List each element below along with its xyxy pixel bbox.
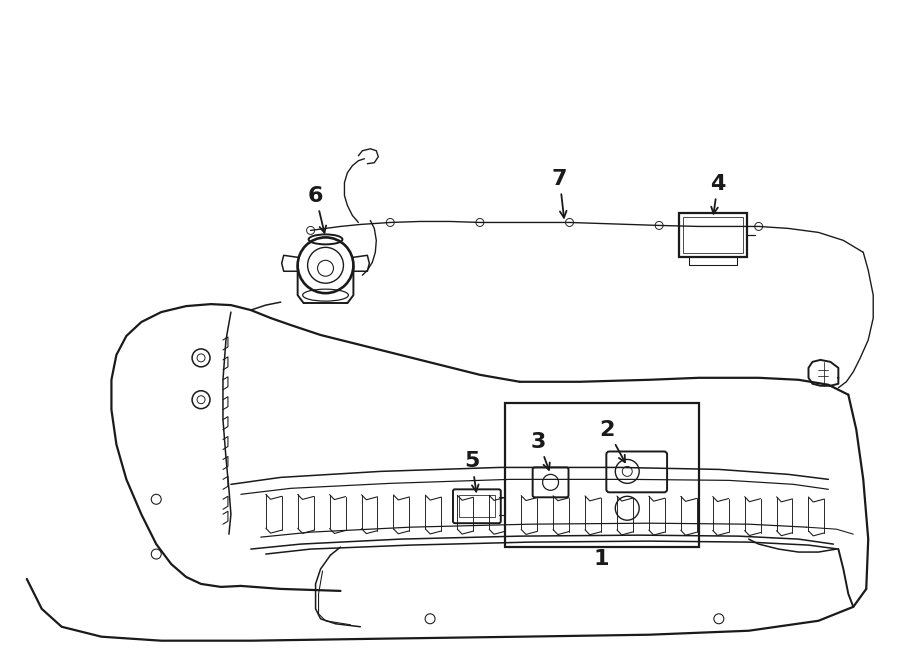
Text: 3: 3 [531, 432, 550, 470]
Text: 7: 7 [552, 169, 567, 217]
Text: 2: 2 [599, 420, 625, 462]
Text: 1: 1 [594, 549, 609, 569]
Text: 6: 6 [308, 186, 326, 233]
Text: 4: 4 [710, 174, 725, 214]
Text: 5: 5 [464, 451, 480, 492]
